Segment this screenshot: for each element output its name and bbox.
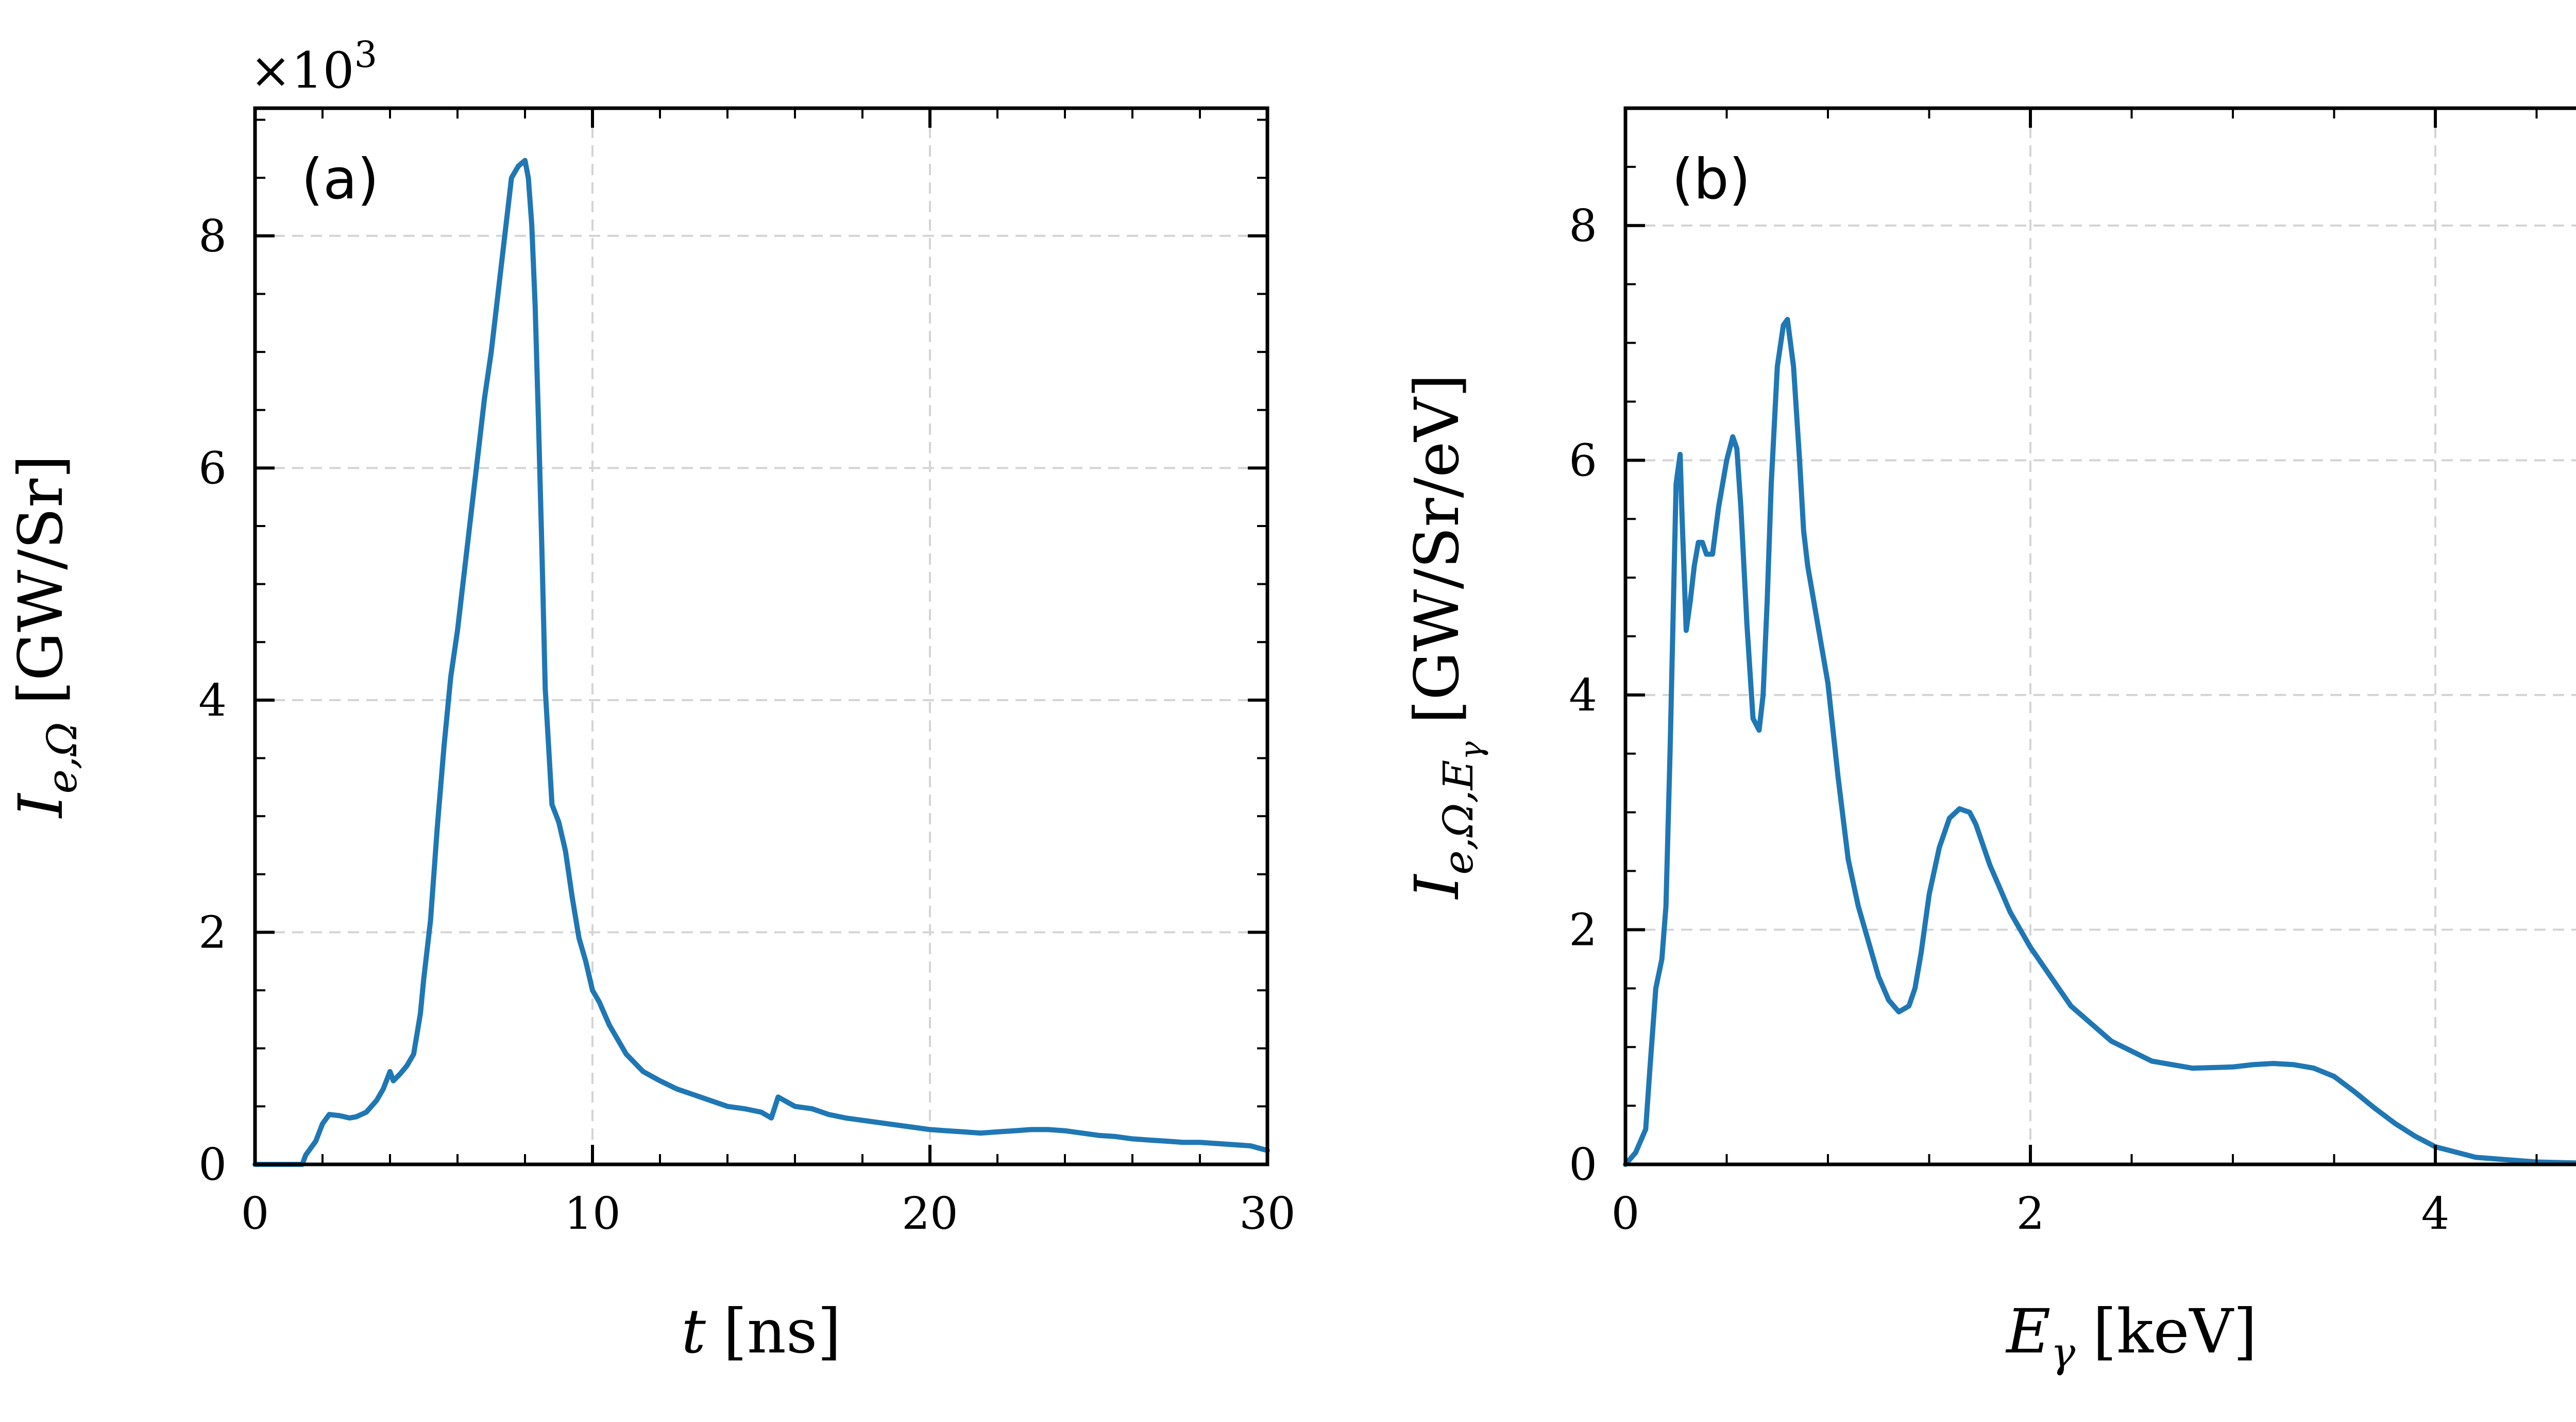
panel-b-xlabel: Eγ [keV] [2005,1296,2257,1377]
y-tick-label-0: 0 [198,1139,227,1191]
y-tick-label-1: 2 [1569,904,1597,956]
panel-b-ylabel-unit: [GW/Sr/eV] [1401,374,1472,724]
x-tick-label-2: 4 [2421,1188,2450,1240]
y-tick-label-3: 6 [198,443,227,494]
panel-a-multiplier-exp: 3 [354,33,378,76]
panel-b-label: (b) [1672,147,1751,212]
panel-a-frame [253,106,1269,1166]
y-tick-label-0: 0 [1569,1139,1597,1191]
y-tick-label-3: 6 [1569,435,1597,486]
panel-a-multiplier-base: ×10 [250,42,354,99]
panel-a-grid [255,108,1267,1164]
panel-a-tick-labels: 0 10 20 30 0 2 4 6 8 [198,211,1295,1240]
panel-b-grid [1625,108,2576,1164]
panel-b-xlabel-sub: γ [2050,1329,2075,1377]
panel-b-xlabel-unit: [keV] [2093,1296,2257,1367]
panel-b-ylabel-var: I [1401,873,1472,900]
x-tick-label-0: 0 [241,1188,269,1240]
panel-a-ylabel-sub: e,Ω [38,722,86,793]
x-tick-label-3: 30 [1239,1188,1295,1240]
x-tick-label-1: 10 [564,1188,620,1240]
x-tick-label-0: 0 [1612,1188,1640,1240]
panel-a-ylabel-var: I [5,792,76,819]
y-tick-label-1: 2 [198,907,227,958]
panel-b-frame [1623,106,2576,1166]
panel-a-xlabel-unit: [ns] [723,1296,841,1367]
panel-a-ylabel-unit: [GW/Sr] [5,455,76,705]
panel-a-ylabel: Ie,Ω [GW/Sr] [5,455,86,819]
x-tick-label-1: 2 [2016,1188,2045,1240]
x-tick-label-2: 20 [902,1188,958,1240]
panel-b-tick-labels: 0 2 4 0 2 4 6 8 [1569,200,2449,1240]
y-tick-label-2: 4 [198,675,227,726]
panel-b-ylabel: Ie,Ω,Eγ [GW/Sr/eV] [1401,374,1489,900]
panel-a-xlabel: t [ns] [681,1296,841,1367]
panel-a-multiplier: ×103 [250,33,377,99]
y-tick-label-2: 4 [1569,670,1597,721]
panel-a-series-line [252,158,1270,1167]
panel-b-xlabel-var: E [2005,1296,2050,1367]
panel-a-time-intensity: 0 10 20 30 0 2 4 6 8 (a) ×103 t [ns] Ie,Ω [GW/Sr] [5,33,1296,1367]
y-tick-label-4: 8 [198,211,227,262]
panel-a-label: (a) [301,147,379,212]
y-tick-label-4: 8 [1569,200,1597,252]
panel-b-ylabel-subsub: γ [1453,741,1489,760]
panel-b-series-line [1623,317,2576,1167]
panel-a-xlabel-var: t [681,1296,706,1367]
panel-b-ylabel-sub: e,Ω,E [1434,760,1482,875]
